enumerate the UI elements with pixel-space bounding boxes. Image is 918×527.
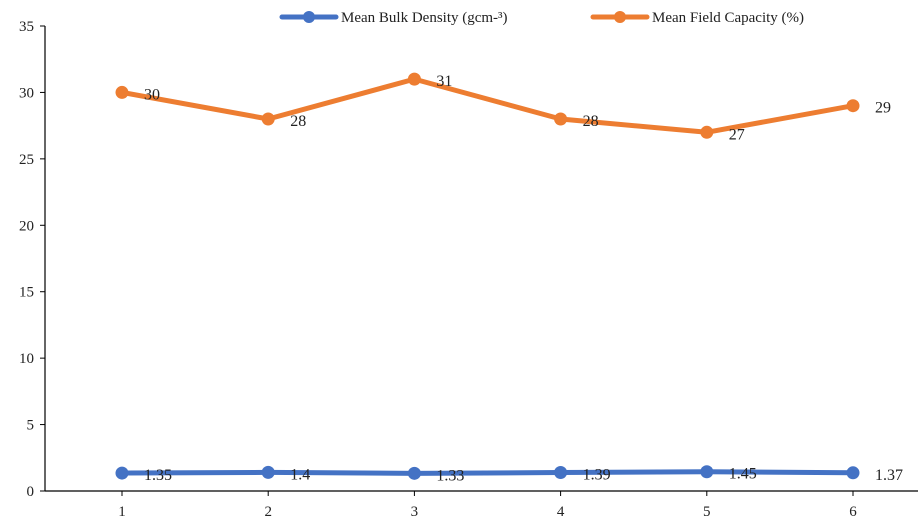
data-point-field-capacity [554, 113, 567, 126]
x-tick-label: 5 [703, 504, 711, 520]
y-tick-label: 0 [27, 484, 35, 500]
data-label-field-capacity: 30 [144, 86, 160, 103]
data-point-bulk-density [262, 466, 275, 479]
legend-label-field-capacity: Mean Field Capacity (%) [652, 10, 804, 26]
legend-entry-field-capacity: Mean Field Capacity (%) [593, 10, 804, 26]
y-tick-label: 25 [19, 152, 34, 168]
data-point-bulk-density [847, 466, 860, 479]
data-label-bulk-density: 1.4 [290, 466, 310, 483]
y-tick-label: 35 [19, 19, 34, 35]
chart-legend: Mean Bulk Density (gcm-³) Mean Field Cap… [282, 10, 804, 26]
series-bulk-density: 1.35 1.4 1.33 1.39 1.45 1.37 [116, 465, 904, 484]
y-tick-label: 30 [19, 85, 34, 101]
data-label-field-capacity: 27 [729, 126, 745, 143]
data-label-bulk-density: 1.45 [729, 466, 757, 483]
data-point-field-capacity [262, 113, 275, 126]
x-tick-label: 2 [264, 504, 272, 520]
data-point-field-capacity [700, 126, 713, 139]
data-label-field-capacity: 28 [290, 113, 306, 130]
data-point-bulk-density [408, 467, 421, 480]
data-point-field-capacity [408, 73, 421, 86]
y-tick-label: 20 [19, 218, 34, 234]
legend-marker-bulk-density [303, 11, 315, 23]
data-label-bulk-density: 1.37 [875, 467, 903, 484]
data-point-bulk-density [700, 465, 713, 478]
legend-entry-bulk-density: Mean Bulk Density (gcm-³) [282, 10, 508, 26]
data-point-field-capacity [847, 99, 860, 112]
data-label-bulk-density: 1.33 [436, 467, 464, 484]
data-label-bulk-density: 1.35 [144, 467, 172, 484]
data-point-bulk-density [116, 467, 129, 480]
x-tick-label: 3 [411, 504, 419, 520]
legend-marker-field-capacity [614, 11, 626, 23]
y-tick-label: 5 [27, 418, 35, 434]
x-tick-label: 1 [118, 504, 126, 520]
series-line-field-capacity [122, 79, 853, 132]
data-point-bulk-density [554, 466, 567, 479]
plot-area: 1.35 1.4 1.33 1.39 1.45 1.37 30 28 31 28 27 29 [116, 73, 904, 485]
series-field-capacity: 30 28 31 28 27 29 [116, 73, 892, 144]
y-tick-label: 15 [19, 285, 34, 301]
data-label-field-capacity: 29 [875, 100, 891, 117]
x-tick-label: 6 [849, 504, 857, 520]
data-label-field-capacity: 31 [436, 73, 452, 90]
data-label-field-capacity: 28 [583, 113, 599, 130]
y-tick-label: 10 [19, 351, 34, 367]
legend-label-bulk-density: Mean Bulk Density (gcm-³) [341, 10, 508, 26]
x-tick-label: 4 [557, 504, 565, 520]
data-point-field-capacity [116, 86, 129, 99]
data-label-bulk-density: 1.39 [583, 467, 611, 484]
